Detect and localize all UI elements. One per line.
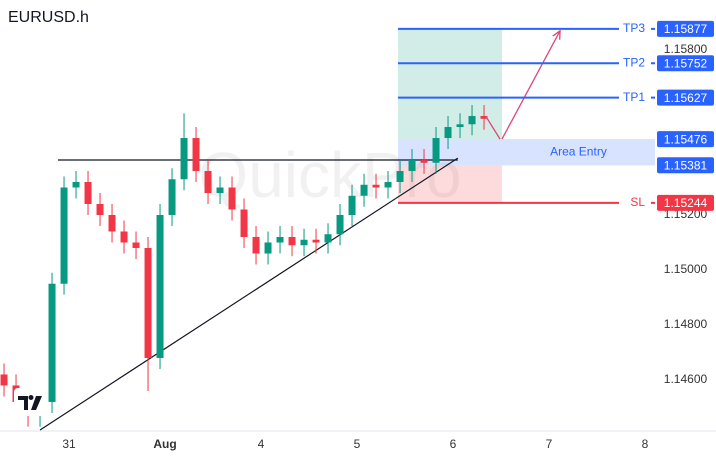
candle-body xyxy=(456,124,464,128)
candle-body xyxy=(264,242,272,254)
profit-zone xyxy=(398,28,502,140)
price-tag xyxy=(657,55,714,72)
level-name: TP2 xyxy=(623,55,645,69)
candle-body xyxy=(96,204,104,215)
candle-body xyxy=(432,138,440,163)
price-tag-label: 1.15244 xyxy=(664,196,708,210)
candle-body xyxy=(144,247,152,358)
candle-body xyxy=(468,116,476,125)
entry-zone xyxy=(398,139,655,166)
arrow xyxy=(485,115,501,140)
x-tick-label: 31 xyxy=(62,437,76,451)
arrow-head xyxy=(552,29,561,40)
level-name: TP3 xyxy=(623,21,645,35)
x-tick-label: 4 xyxy=(258,437,265,451)
arrow xyxy=(501,30,561,140)
candle-body xyxy=(360,184,368,196)
level-name-bg xyxy=(619,55,651,72)
price-tag-label: 1.15752 xyxy=(664,56,708,70)
candle-body xyxy=(192,138,200,172)
loss-zone xyxy=(398,165,502,203)
y-tick-label: 1.14600 xyxy=(664,372,708,386)
level-name: TP1 xyxy=(623,90,645,104)
trendline xyxy=(39,157,459,431)
price-tag xyxy=(657,89,714,106)
price-tag xyxy=(657,157,714,174)
candle-body xyxy=(228,187,236,210)
candle-body xyxy=(60,187,68,284)
x-tick-label: 6 xyxy=(450,437,457,451)
price-tag-label: 1.15877 xyxy=(664,22,708,36)
tv-logo xyxy=(14,388,48,416)
candle-body xyxy=(384,182,392,188)
x-tick-label: 7 xyxy=(546,437,553,451)
candle-body xyxy=(168,179,176,215)
entry-label: Area Entry xyxy=(550,144,607,158)
candle-body xyxy=(132,242,140,248)
level-name-bg xyxy=(619,194,651,211)
candle-body xyxy=(48,283,56,402)
candle-body xyxy=(288,236,296,246)
candle-body xyxy=(156,215,164,358)
candle-body xyxy=(108,215,116,232)
level-name-bg xyxy=(619,20,651,37)
candle-body xyxy=(396,171,404,183)
candle-body xyxy=(0,374,8,386)
candle-body xyxy=(216,187,224,194)
candle-body xyxy=(72,182,80,188)
candle-body xyxy=(300,239,308,246)
x-tick-label: 8 xyxy=(642,437,649,451)
candle-body xyxy=(408,160,416,172)
candle-body xyxy=(480,116,488,119)
candle-body xyxy=(240,209,248,237)
price-tag-label: 1.15381 xyxy=(664,158,708,172)
price-tag-label: 1.15627 xyxy=(664,91,708,105)
candle-body xyxy=(252,236,260,254)
candle-body xyxy=(348,195,356,215)
candle-body xyxy=(372,184,380,188)
candle-body xyxy=(312,239,320,243)
chart-title: EURUSD.h xyxy=(8,9,89,26)
candle-body xyxy=(444,127,452,139)
price-tag xyxy=(657,131,714,148)
y-tick-label: 1.14800 xyxy=(664,317,708,331)
price-tag xyxy=(657,20,714,37)
candle-body xyxy=(180,138,188,180)
y-tick-label: 1.15000 xyxy=(664,262,708,276)
candle-body xyxy=(420,160,428,163)
candle-body xyxy=(204,171,212,194)
candle-body xyxy=(84,182,92,205)
candle-body xyxy=(276,236,284,243)
price-tag xyxy=(657,194,714,211)
watermark: QuickPro xyxy=(198,139,461,211)
level-name: SL xyxy=(630,195,645,209)
plot: QuickPro Area Entry1.158001.152001.150001… xyxy=(0,20,716,451)
candle-body xyxy=(336,215,344,235)
candle-body xyxy=(120,231,128,243)
price-tag-label: 1.15476 xyxy=(664,132,708,146)
x-tick-label: Aug xyxy=(153,437,176,451)
x-tick-label: 5 xyxy=(354,437,361,451)
y-tick-label: 1.15800 xyxy=(664,42,708,56)
level-name-bg xyxy=(619,89,651,106)
candle-body xyxy=(324,234,332,243)
